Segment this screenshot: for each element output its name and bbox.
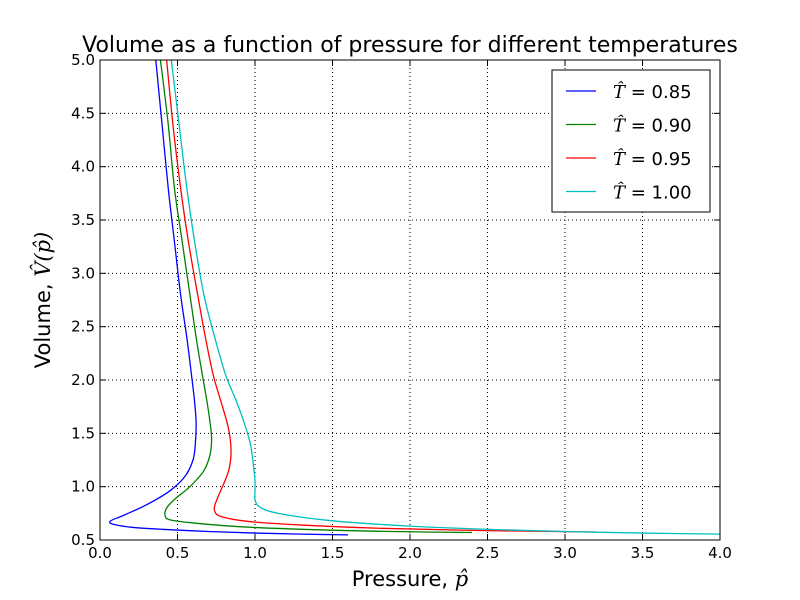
legend-label: T̂ = 0.95: [613, 148, 692, 170]
y-axis-label-text: Volume,: [31, 277, 55, 368]
y-tick-label: 1.5: [71, 424, 95, 442]
chart-title: Volume as a function of pressure for dif…: [82, 33, 738, 58]
y-axis-label-math: V̂(p̂): [31, 232, 55, 277]
legend-box: [551, 69, 711, 213]
x-axis-label-text: Pressure,: [352, 567, 455, 591]
series-line-2: [166, 60, 597, 533]
legend-label-value: = 1.00: [625, 183, 692, 204]
legend-label-value: = 0.95: [625, 149, 692, 170]
y-tick-label: 1.0: [71, 478, 95, 496]
legend-label: T̂ = 0.85: [613, 81, 692, 103]
series-line-3: [170, 60, 720, 535]
legend-label-symbol: T̂: [613, 81, 627, 103]
legend-label: T̂ = 1.00: [613, 181, 692, 203]
y-tick-label: 5.0: [71, 51, 95, 69]
x-tick-label: 2.0: [398, 544, 422, 562]
x-tick-label: 0.5: [166, 544, 190, 562]
y-tick-label: 3.0: [71, 264, 95, 282]
x-tick-label: 4.0: [708, 544, 732, 562]
x-axis-label: Pressure, p̂: [352, 567, 468, 591]
y-tick-label: 3.5: [71, 211, 95, 229]
plot-frame: [99, 59, 721, 541]
x-tick-label: 1.0: [243, 544, 267, 562]
ticks: 0.0 0.5 1.0 1.5 2.0 2.5 3.0 3.5 4.00.51.01.52.02…: [71, 51, 732, 562]
x-tick-label: 3.5: [631, 544, 655, 562]
legend-label-symbol: T̂: [613, 148, 627, 170]
legend-label: T̂ = 0.90: [613, 114, 692, 136]
series-layer: [109, 60, 720, 536]
x-tick-label: 3.0: [553, 544, 577, 562]
y-tick-label: 4.5: [71, 104, 95, 122]
x-tick-label: 1.5: [321, 544, 345, 562]
series-line-0: [109, 60, 349, 536]
y-tick-label: 2.5: [71, 318, 95, 336]
y-tick-label: 2.0: [71, 371, 95, 389]
x-axis-label-math: p̂: [455, 567, 468, 591]
legend-label-symbol: T̂: [613, 181, 627, 203]
x-tick-label: 2.5: [476, 544, 500, 562]
y-axis-label: Volume, V̂(p̂): [31, 232, 55, 368]
legend-label-symbol: T̂: [613, 114, 627, 136]
y-tick-label: 0.5: [71, 531, 95, 549]
x-tick-label: 0.0: [88, 544, 112, 562]
legend: T̂ = 0.85T̂ = 0.90T̂ = 0.95T̂ = 1.00: [551, 69, 711, 213]
series-line-1: [159, 60, 473, 534]
legend-label-value: = 0.85: [625, 82, 692, 103]
legend-entries: T̂ = 0.85T̂ = 0.90T̂ = 0.95T̂ = 1.00: [566, 81, 692, 204]
legend-label-value: = 0.90: [625, 116, 692, 137]
y-tick-label: 4.0: [71, 158, 95, 176]
